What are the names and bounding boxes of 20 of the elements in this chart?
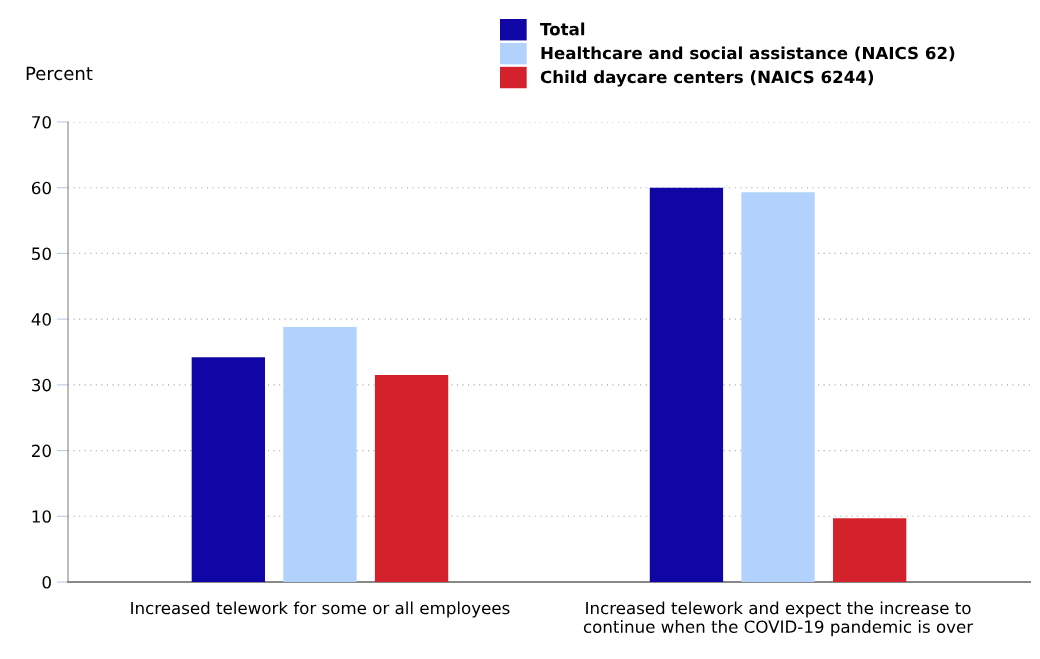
legend-label: Healthcare and social assistance (NAICS 62) — [541, 46, 955, 62]
y-axis-title: Percent — [26, 66, 93, 81]
y-tick-label: 50 — [32, 247, 51, 260]
y-tick-label: 10 — [32, 510, 51, 523]
y-tick-label: 20 — [32, 444, 51, 458]
legend-label: Child daycare centers (NAICS 6244) — [540, 70, 874, 87]
bar — [283, 327, 357, 582]
bar — [833, 518, 907, 582]
y-tick-label: 0 — [42, 575, 51, 589]
y-tick-label: 70 — [32, 115, 51, 129]
y-tick-label: 60 — [31, 181, 51, 195]
legend-label: Total — [540, 22, 585, 36]
bar — [649, 187, 724, 582]
x-tick-label: Increased telework and expect the increase to continue when the COVID-19 pandemic is over — [583, 601, 974, 637]
y-tick-label: 40 — [31, 313, 51, 326]
bar — [741, 192, 815, 582]
y-tick-label: 30 — [32, 378, 51, 392]
bar — [374, 375, 449, 582]
x-tick-label: Increased telework for some or all employees — [131, 601, 510, 618]
bar — [191, 357, 265, 582]
